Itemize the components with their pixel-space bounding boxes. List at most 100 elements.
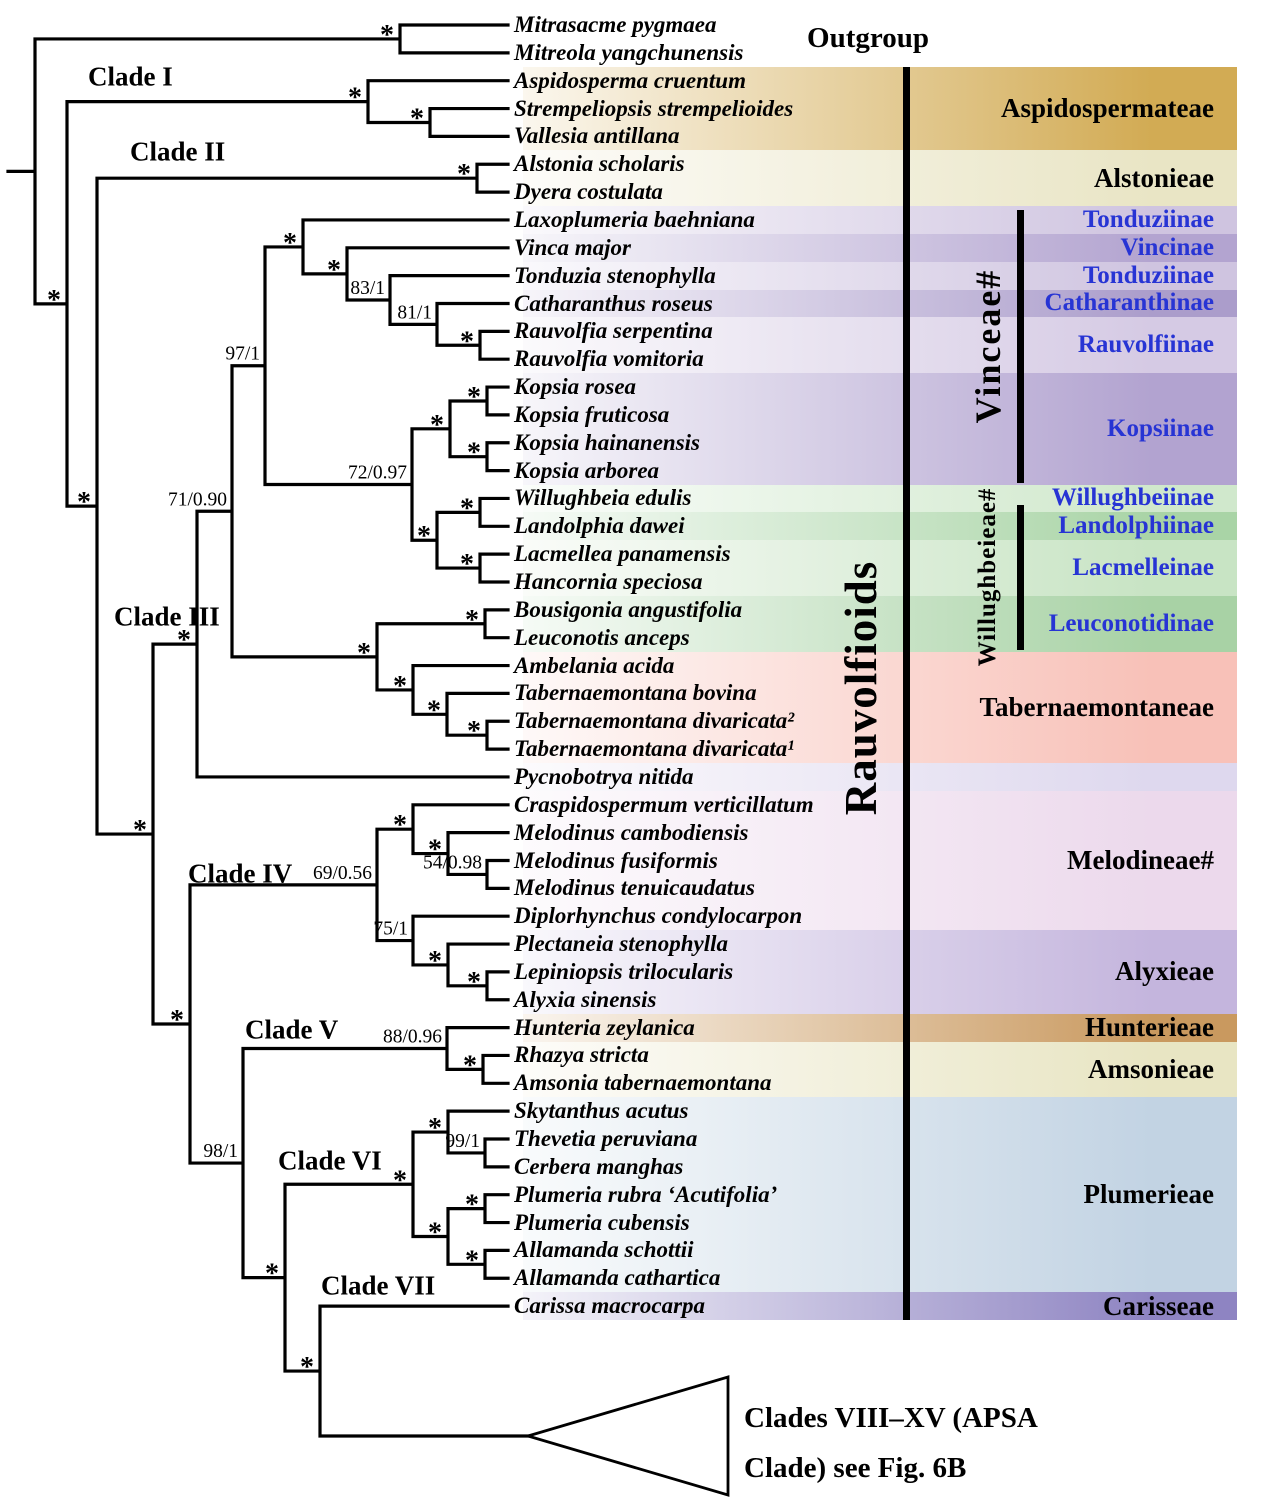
taxon-label: Amsonia tabernaemontana <box>514 1070 772 1096</box>
clade-label: Clade VI <box>278 1145 382 1176</box>
taxon-label: Allamanda cathartica <box>514 1265 721 1291</box>
taxon-label: Kopsia arborea <box>514 457 660 483</box>
support-value: * <box>133 815 147 846</box>
support-value: 98/1 <box>203 1141 238 1162</box>
support-value: * <box>460 493 474 524</box>
support-value: * <box>467 716 481 747</box>
taxon-label: Plumeria cubensis <box>514 1209 690 1235</box>
support-value: * <box>170 1005 184 1036</box>
outgroup-label: Outgroup <box>807 22 929 54</box>
support-value: * <box>393 671 407 702</box>
support-value: * <box>465 605 479 636</box>
support-value: 81/1 <box>397 302 432 323</box>
taxon-label: Melodinus cambodiensis <box>514 819 749 845</box>
bracket-label-willughbeieae: Willughbeieae# <box>974 487 1001 667</box>
taxon-label: Willughbeia edulis <box>514 485 692 511</box>
taxon-label: Plectaneia stenophylla <box>514 931 729 957</box>
collapsed-clade-caption-line1: Clades VIII–XV (APSA <box>744 1402 1038 1434</box>
taxon-label: Lepiniopsis trilocularis <box>514 958 734 984</box>
band-vincinae <box>523 233 1237 262</box>
taxon-label: Dyera costulata <box>514 179 663 205</box>
taxon-label: Allamanda schottii <box>514 1237 694 1263</box>
support-value: * <box>428 1217 442 1248</box>
band-rauvolfiinae <box>523 317 1237 374</box>
support-value: * <box>77 487 91 518</box>
support-value: * <box>348 83 362 114</box>
band-landolphiinae <box>523 512 1237 541</box>
taxon-label: Tonduzia stenophylla <box>514 262 716 288</box>
taxon-label: Tabernaemontana bovina <box>514 680 757 706</box>
taxon-label: Strempeliopsis strempelioides <box>514 95 794 121</box>
taxon-label: Vallesia antillana <box>514 123 680 149</box>
taxon-label: Ambelania acida <box>514 652 675 678</box>
taxon-label: Kopsia hainanensis <box>514 429 700 455</box>
support-value: * <box>467 438 481 469</box>
tree-branches <box>6 23 530 1438</box>
rauvolfioids-bar <box>903 67 910 1320</box>
band-kopsiinae <box>523 373 1237 485</box>
support-value: * <box>410 103 424 134</box>
taxon-label: Skytanthus acutus <box>514 1098 689 1124</box>
support-value: 99/1 <box>445 1131 480 1152</box>
support-value: * <box>428 1113 442 1144</box>
support-value: * <box>283 228 297 259</box>
support-value: 71/0.90 <box>168 489 227 510</box>
support-value: 88/0.96 <box>383 1026 442 1047</box>
taxon-label: Catharanthus roseus <box>514 290 713 316</box>
taxon-label: Hancornia speciosa <box>514 569 703 594</box>
band-aspidospermateae <box>523 66 1237 151</box>
support-value: 54/0.98 <box>423 852 482 873</box>
taxon-label: Rauvolfia serpentina <box>514 318 713 344</box>
band-hunterieae <box>523 1013 1237 1042</box>
clade-label: Clade III <box>114 601 220 632</box>
support-value: * <box>380 20 394 51</box>
support-value: * <box>467 967 481 998</box>
band-tonduziinae-1 <box>523 206 1237 234</box>
support-value: * <box>460 549 474 580</box>
taxon-label: Landolphia dawei <box>514 513 685 539</box>
bracket-bar-vinceae <box>1017 210 1024 483</box>
taxon-label: Carissa macrocarpa <box>514 1293 706 1319</box>
taxon-label: Hunteria zeylanica <box>514 1014 695 1040</box>
taxon-label: Tabernaemontana divaricata¹ <box>514 736 795 762</box>
support-value: * <box>300 1352 314 1383</box>
clade-label: Clade II <box>130 136 226 167</box>
taxon-label: Tabernaemontana divaricata² <box>514 708 795 734</box>
collapsed-clade-triangle <box>523 1375 730 1497</box>
support-value: * <box>463 1050 477 1081</box>
support-value: * <box>427 695 441 726</box>
support-value: 83/1 <box>350 278 385 299</box>
band-alyxieae <box>523 930 1237 1014</box>
support-value: * <box>457 159 471 190</box>
support-value: * <box>327 255 341 286</box>
band-catharanthinae <box>523 289 1237 318</box>
band-carisseae <box>523 1292 1237 1321</box>
taxon-label: Vinca major <box>514 234 631 260</box>
band-leuconotidinae <box>523 595 1237 652</box>
bracket-label-vinceae: Vinceae# <box>968 268 1008 424</box>
support-value: 72/0.97 <box>348 463 407 484</box>
taxon-label: Lacmellea panamensis <box>514 541 731 567</box>
taxon-label: Rauvolfia vomitoria <box>514 346 704 372</box>
taxon-label: Mitreola yangchunensis <box>514 39 744 65</box>
taxon-label: Mitrasacme pygmaea <box>514 12 717 37</box>
bracket-bar-willughbeieae <box>1017 505 1024 650</box>
taxon-label: Leuconotis anceps <box>514 624 690 650</box>
taxon-label: Diplorhynchus condylocarpon <box>514 903 803 929</box>
taxon-label: Rhazya stricta <box>514 1042 649 1068</box>
taxon-label: Craspidospermum verticillatum <box>514 791 814 817</box>
support-value: 69/0.56 <box>313 863 372 884</box>
support-value: * <box>465 1190 479 1221</box>
band-pycnobotrya-band <box>523 763 1237 791</box>
taxon-label: Pycnobotrya nitida <box>514 763 694 789</box>
taxon-label: Bousigonia angustifolia <box>514 596 743 622</box>
band-willughbeiinae <box>523 484 1237 513</box>
band-amsonieae <box>523 1041 1237 1098</box>
taxon-label: Plumeria rubra ‘Acutifolia’ <box>514 1181 778 1207</box>
support-value: * <box>393 1165 407 1196</box>
support-value: * <box>428 835 442 866</box>
clade-label: Clade I <box>88 61 173 92</box>
support-value: * <box>428 946 442 977</box>
